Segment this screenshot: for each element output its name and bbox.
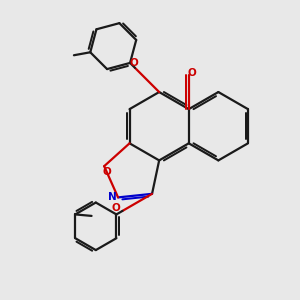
Text: O: O <box>102 167 111 176</box>
Text: O: O <box>188 68 197 79</box>
Text: O: O <box>129 58 138 68</box>
Text: O: O <box>112 203 120 213</box>
Text: N: N <box>108 192 117 203</box>
